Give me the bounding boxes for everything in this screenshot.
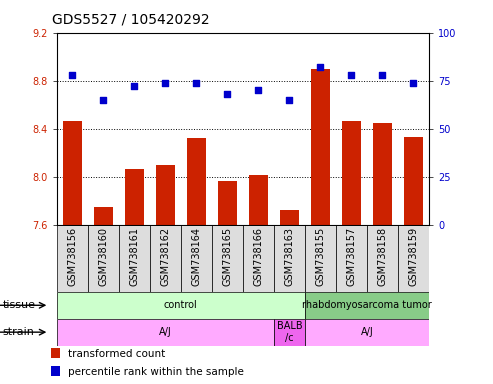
Bar (57, 225, 88, 292)
Point (99, 97, 107, 103)
Bar (305, 292, 429, 319)
Bar (367, 225, 398, 292)
Point (130, 83, 138, 89)
Point (410, 79, 418, 86)
Text: GSM738160: GSM738160 (98, 227, 108, 286)
Text: GDS5527 / 105420292: GDS5527 / 105420292 (52, 13, 210, 27)
Point (254, 87, 262, 93)
Text: GSM738156: GSM738156 (67, 227, 77, 286)
Text: GSM738155: GSM738155 (316, 227, 325, 286)
Point (379, 72, 387, 78)
Text: GSM738158: GSM738158 (377, 227, 387, 286)
Bar (125, 169, 143, 225)
Bar (336, 225, 367, 292)
Text: strain: strain (2, 327, 35, 337)
Bar (243, 225, 274, 292)
Bar (305, 319, 429, 346)
Text: rhabdomyosarcoma tumor: rhabdomyosarcoma tumor (302, 300, 432, 310)
Bar (51, 348, 60, 358)
Bar (398, 225, 429, 292)
Point (161, 79, 169, 86)
Bar (156, 165, 175, 225)
Text: GSM738164: GSM738164 (191, 227, 201, 286)
Bar (373, 122, 391, 225)
Bar (57, 292, 305, 319)
Bar (181, 225, 212, 292)
Text: control: control (164, 300, 198, 310)
Bar (280, 210, 299, 225)
Text: tissue: tissue (2, 300, 35, 310)
Bar (119, 225, 150, 292)
Bar (218, 182, 237, 225)
Point (285, 97, 293, 103)
Text: GSM738166: GSM738166 (253, 227, 263, 286)
Bar (274, 225, 305, 292)
Point (192, 79, 200, 86)
Bar (212, 225, 243, 292)
Bar (305, 225, 336, 292)
Text: GSM738159: GSM738159 (408, 227, 419, 286)
Text: GSM738165: GSM738165 (222, 227, 232, 286)
Bar (404, 137, 423, 225)
Bar (249, 175, 268, 225)
Text: A/J: A/J (159, 327, 172, 337)
Bar (150, 225, 181, 292)
Bar (311, 69, 330, 225)
Bar (63, 121, 81, 225)
Text: BALB
/c: BALB /c (277, 321, 302, 343)
Bar (88, 225, 119, 292)
Text: transformed count: transformed count (68, 349, 165, 359)
Text: percentile rank within the sample: percentile rank within the sample (68, 366, 244, 377)
Text: GSM738162: GSM738162 (160, 227, 170, 286)
Bar (57, 319, 274, 346)
Bar (187, 138, 206, 225)
Bar (342, 121, 361, 225)
Text: GSM738161: GSM738161 (129, 227, 139, 286)
Point (68, 72, 76, 78)
Bar (94, 207, 112, 225)
Bar (274, 319, 305, 346)
Bar (51, 366, 60, 376)
Point (348, 72, 355, 78)
Text: GSM738163: GSM738163 (284, 227, 294, 286)
Text: A/J: A/J (360, 327, 373, 337)
Point (223, 91, 231, 97)
Point (317, 64, 324, 70)
Text: GSM738157: GSM738157 (347, 227, 356, 286)
